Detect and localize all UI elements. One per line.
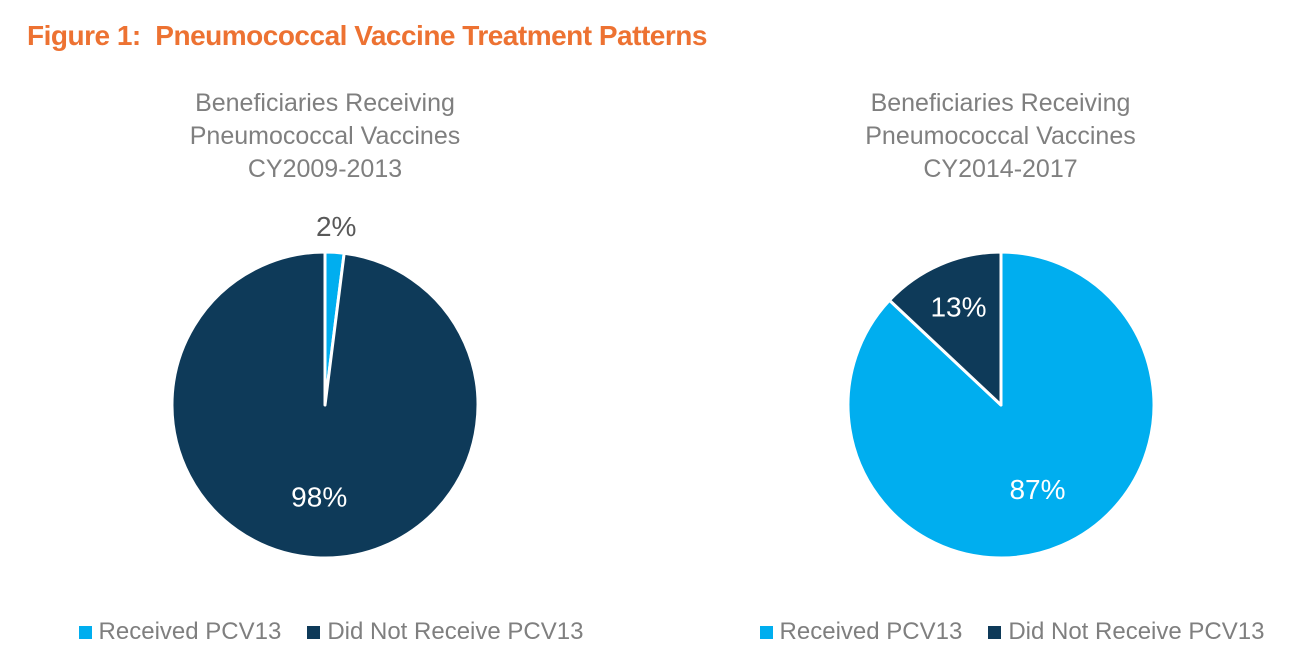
legend-label-did-not-receive: Did Not Receive PCV13 [1008,618,1265,645]
legend-item-received-pcv13: Received PCV13 [78,618,282,646]
pie-percent-label: 87% [1009,474,1065,505]
legend-swatch-did-not-receive-icon [307,625,321,639]
chart-title-line: Pneumococcal Vaccines [865,122,1136,150]
chart-title-2009-2013: Beneficiaries Receiving Pneumococcal Vac… [25,87,625,186]
legend-label-received: Received PCV13 [98,618,282,645]
pie-percent-label: 98% [291,481,347,512]
legend-item-did-not-receive-pcv13: Did Not Receive PCV13 [307,618,583,646]
pie-chart-2009-2013: 2% 98% [170,211,480,560]
pie-chart-2014-2017: 87% 13% [846,250,1156,560]
legend-item-received-pcv13: Received PCV13 [759,618,963,646]
legend-swatch-did-not-receive-icon [988,625,1002,639]
legend-item-did-not-receive-pcv13: Did Not Receive PCV13 [988,618,1264,646]
chart-title-line: CY2009-2013 [247,155,403,183]
legend-2014-2017: Received PCV13 Did Not Receive PCV13 [712,618,1299,646]
chart-title-line: Beneficiaries Receiving [870,89,1131,117]
legend-label-did-not-receive: Did Not Receive PCV13 [327,618,584,645]
chart-title-line: Beneficiaries Receiving [195,89,455,117]
pie-percent-label: 2% [316,211,356,242]
chart-title-2014-2017: Beneficiaries Receiving Pneumococcal Vac… [712,87,1289,186]
chart-2009-2013: Beneficiaries Receiving Pneumococcal Vac… [25,85,637,665]
chart-title-line: CY2014-2017 [923,155,1078,183]
legend-2009-2013: Received PCV13 Did Not Receive PCV13 [25,618,637,646]
pie-percent-label: 13% [930,292,986,323]
figure-title: Figure 1: Pneumococcal Vaccine Treatment… [27,20,707,51]
chart-title-line: Pneumococcal Vaccines [189,122,461,150]
chart-2014-2017: Beneficiaries Receiving Pneumococcal Vac… [712,85,1299,665]
pie-slice [887,250,1003,407]
legend-swatch-received-icon [759,625,773,639]
legend-swatch-received-icon [78,625,92,639]
pie-slice [170,250,480,560]
legend-label-received: Received PCV13 [779,618,963,645]
